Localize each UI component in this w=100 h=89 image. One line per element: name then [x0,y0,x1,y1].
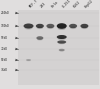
Ellipse shape [69,24,77,28]
Ellipse shape [59,49,65,51]
Ellipse shape [24,27,32,29]
Ellipse shape [57,23,67,29]
Ellipse shape [26,60,30,61]
Text: 250kD: 250kD [0,11,9,15]
Text: 95kD: 95kD [0,36,7,40]
Text: 36kD: 36kD [0,68,7,72]
Ellipse shape [58,27,66,30]
Ellipse shape [26,59,31,61]
Text: 293: 293 [40,2,47,9]
Ellipse shape [58,42,65,44]
Ellipse shape [81,26,88,29]
Text: MCF-7: MCF-7 [28,0,39,9]
Ellipse shape [80,24,88,28]
Text: 72kD: 72kD [0,47,7,51]
Text: 55kD: 55kD [0,58,7,62]
Bar [18,10,99,85]
Ellipse shape [47,26,54,29]
Ellipse shape [46,24,54,28]
Ellipse shape [36,24,44,28]
Ellipse shape [58,37,66,40]
Text: 130kD: 130kD [0,24,9,28]
Ellipse shape [37,26,43,29]
Text: Hela: Hela [50,0,59,9]
Text: HepG2: HepG2 [84,0,95,9]
Ellipse shape [57,35,67,39]
Ellipse shape [59,50,64,52]
Ellipse shape [70,26,76,29]
Ellipse shape [37,38,43,40]
Ellipse shape [24,23,34,28]
Ellipse shape [36,36,43,40]
Text: K562: K562 [73,0,82,9]
Text: U-251: U-251 [62,0,72,9]
Ellipse shape [57,40,66,44]
